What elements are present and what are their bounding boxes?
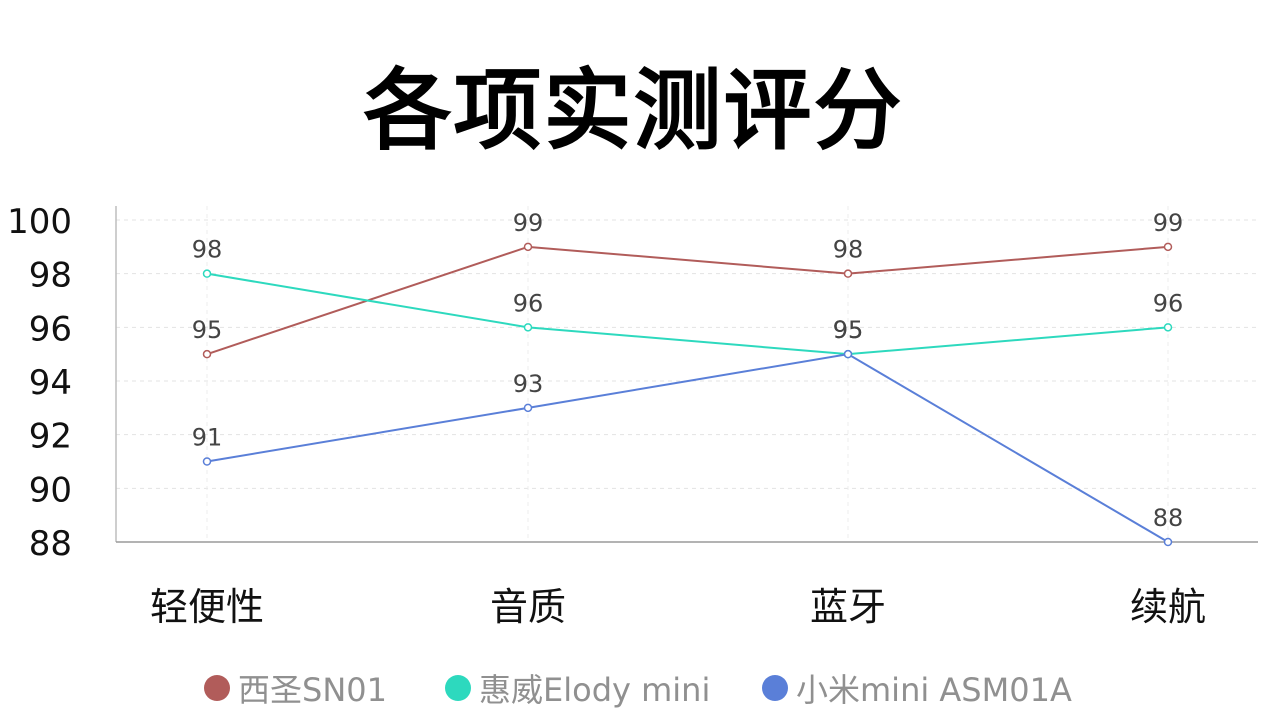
data-label: 96: [513, 289, 544, 317]
data-point: [202, 349, 212, 359]
x-tick-label: 续航: [1130, 585, 1206, 629]
data-label: 95: [833, 316, 864, 344]
chart-legend: 西圣SN01 惠威Elody mini 小米mini ASM01A: [0, 668, 1267, 709]
legend-item[interactable]: 西圣SN01: [204, 668, 387, 709]
data-point: [202, 457, 212, 466]
legend-marker: [762, 675, 788, 701]
y-tick-label: 90: [29, 470, 72, 510]
legend-label: 西圣SN01: [238, 671, 387, 709]
data-point: [523, 323, 533, 332]
legend-label: 惠威Elody mini: [479, 671, 711, 709]
y-tick-label: 96: [29, 309, 72, 349]
data-label: 95: [192, 316, 223, 344]
x-tick-label: 音质: [490, 585, 566, 629]
data-label: 95: [833, 316, 864, 344]
y-tick-label: 100: [7, 202, 72, 242]
x-tick-label: 轻便性: [150, 585, 264, 629]
y-tick-label: 98: [29, 256, 72, 296]
data-point: [1163, 537, 1173, 547]
data-label: 99: [513, 209, 544, 237]
data-point: [843, 349, 853, 359]
series-line: [206, 272, 1169, 356]
data-point: [1163, 323, 1173, 332]
legend-item[interactable]: 惠威Elody mini: [445, 668, 711, 709]
data-point: [843, 269, 853, 278]
y-tick-label: 92: [29, 417, 72, 457]
y-tick-label: 88: [29, 524, 72, 564]
data-label: 93: [513, 370, 544, 398]
data-label: 99: [1153, 209, 1184, 237]
legend-label: 小米mini ASM01A: [796, 671, 1072, 709]
data-point: [523, 403, 533, 413]
data-label: 98: [833, 236, 864, 264]
legend-marker: [445, 675, 471, 701]
series-line: [206, 245, 1169, 356]
data-point: [1163, 242, 1173, 252]
data-label: 98: [192, 236, 223, 264]
legend-marker: [204, 675, 230, 701]
x-tick-label: 蓝牙: [810, 585, 886, 629]
chart-title: 各项实测评分: [363, 59, 904, 162]
series-line: [206, 353, 1169, 543]
legend-item[interactable]: 小米mini ASM01A: [762, 668, 1072, 709]
data-label: 91: [192, 424, 223, 452]
data-label: 88: [1153, 504, 1184, 532]
data-label: 96: [1153, 289, 1184, 317]
data-point: [202, 269, 212, 278]
data-point: [523, 242, 533, 252]
y-tick-label: 94: [29, 363, 72, 403]
